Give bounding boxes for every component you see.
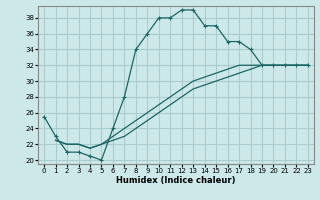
X-axis label: Humidex (Indice chaleur): Humidex (Indice chaleur) — [116, 176, 236, 185]
